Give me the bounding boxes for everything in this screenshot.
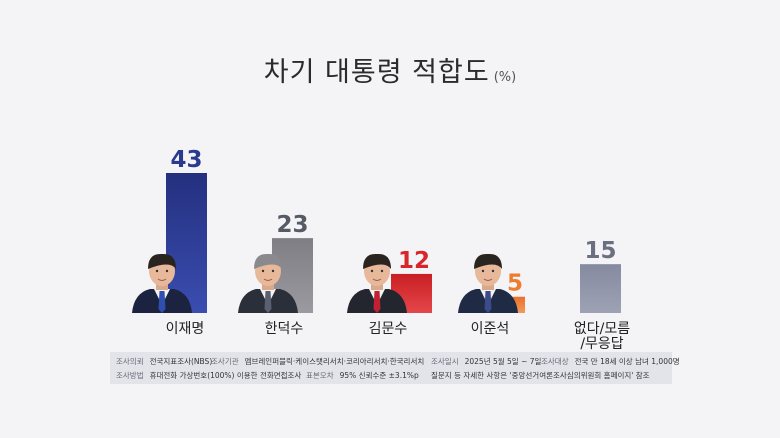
- chart-title: 차기 대통령 적합도 (%): [0, 50, 780, 89]
- survey-date-value: 2025년 5월 5일 ~ 7일: [464, 357, 542, 366]
- survey-note-value: 질문지 등 자세한 사항은 '중앙선거여론조사심의위원회 홈페이지' 참조: [431, 371, 650, 380]
- value-label-2: 12: [398, 248, 430, 274]
- category-label-0: 이재명: [166, 321, 205, 337]
- survey-info-row-2: 조사방법 휴대전화 가상번호(100%) 이용한 전화면접조사 표본오차 95% 신…: [116, 369, 666, 383]
- survey-client-label: 조사의뢰: [116, 357, 144, 366]
- candidate-portrait-1: [238, 253, 298, 313]
- value-label-0: 43: [170, 147, 202, 173]
- chart-unit: (%): [493, 70, 517, 85]
- value-label-3: 5: [507, 271, 523, 297]
- survey-method-label: 조사방법: [116, 371, 144, 380]
- category-label-4: 없다/모름/무응답: [574, 321, 630, 350]
- survey-client: 조사의뢰 전국지표조사(NBS): [116, 355, 212, 369]
- survey-date-label: 조사일시: [431, 357, 459, 366]
- bar-chart: 43 이재명 23 한덕수 12 김문수 5 이준석 15 없다/모름/무응답: [132, 147, 630, 350]
- survey-error: 표본오차 95% 신뢰수준 ±3.1%p: [306, 369, 419, 383]
- chart-title-text: 차기 대통령 적합도: [263, 57, 490, 88]
- survey-note: 질문지 등 자세한 사항은 '중앙선거여론조사심의위원회 홈페이지' 참조: [431, 369, 650, 383]
- survey-info-box: 조사의뢰 전국지표조사(NBS) 조사기관 엠브레인퍼블릭·케이스탯리서치·코리아리…: [110, 352, 680, 384]
- survey-error-value: 95% 신뢰수준 ±3.1%p: [339, 371, 419, 380]
- candidate-portrait-3: [458, 253, 518, 313]
- survey-method-value: 휴대전화 가상번호(100%) 이용한 전화면접조사: [149, 371, 302, 380]
- value-label-4: 15: [584, 238, 616, 264]
- survey-agency: 조사기관 엠브레인퍼블릭·케이스탯리서치·코리아리서치·한국리서치: [211, 355, 424, 369]
- survey-agency-value: 엠브레인퍼블릭·케이스탯리서치·코리아리서치·한국리서치: [244, 357, 425, 366]
- candidate-portrait-0: [132, 253, 192, 313]
- survey-agency-label: 조사기관: [211, 357, 239, 366]
- survey-target-value: 전국 만 18세 이상 남녀 1,000명: [574, 357, 680, 366]
- survey-target-label: 조사대상: [541, 357, 569, 366]
- survey-date: 조사일시 2025년 5월 5일 ~ 7일: [431, 355, 541, 369]
- survey-method: 조사방법 휴대전화 가상번호(100%) 이용한 전화면접조사: [116, 369, 301, 383]
- category-label-1: 한덕수: [265, 321, 304, 337]
- category-label-3: 이준석: [471, 321, 510, 337]
- category-label-2: 김문수: [369, 321, 408, 337]
- survey-client-value: 전국지표조사(NBS): [149, 357, 213, 366]
- candidate-portrait-2: [347, 253, 407, 313]
- survey-info-row-1: 조사의뢰 전국지표조사(NBS) 조사기관 엠브레인퍼블릭·케이스탯리서치·코리아리…: [116, 355, 680, 369]
- value-label-1: 23: [276, 212, 308, 238]
- survey-error-label: 표본오차: [306, 371, 334, 380]
- survey-target: 조사대상 전국 만 18세 이상 남녀 1,000명: [541, 355, 680, 369]
- bar-4: [580, 264, 621, 313]
